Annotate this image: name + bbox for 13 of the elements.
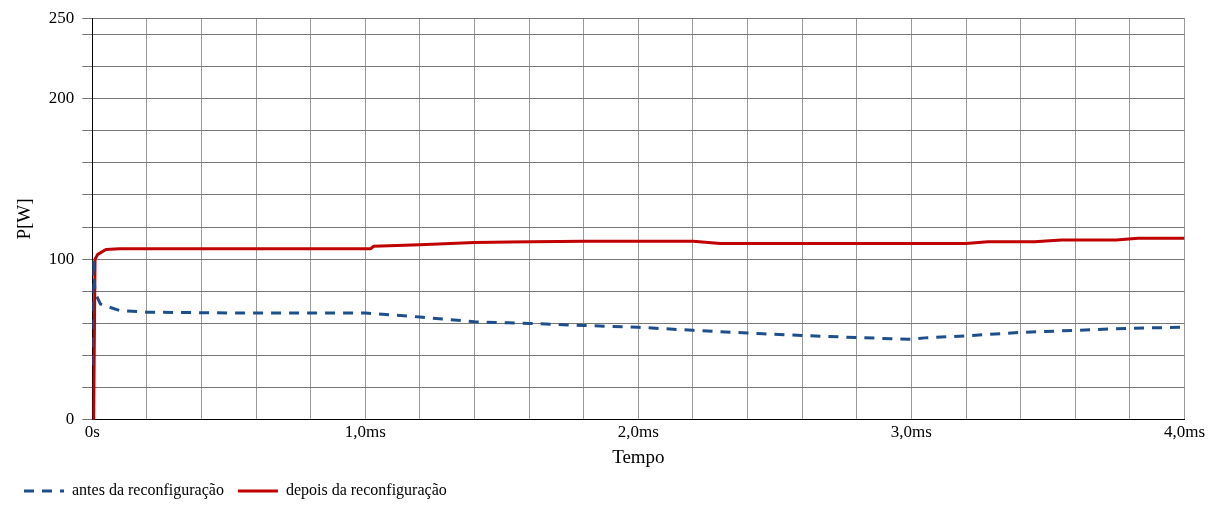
- x-tick-label: 2,0ms: [617, 422, 659, 442]
- y-tick-label: 250: [48, 7, 75, 27]
- x-axis-title: Tempo: [612, 445, 665, 467]
- x-tick-label: 3,0ms: [890, 422, 932, 442]
- legend-label: depois da reconfiguração: [285, 481, 447, 500]
- legend-label: antes da reconfiguração: [72, 481, 224, 500]
- x-tick-label: 1,0ms: [344, 422, 386, 442]
- y-axis-title: P[W]: [13, 198, 35, 240]
- y-tick-label: 0: [65, 409, 75, 429]
- x-tick-label: 4,0ms: [1163, 422, 1205, 442]
- x-tick-label: 0s: [84, 422, 100, 442]
- y-tick-label: 200: [48, 87, 75, 107]
- y-tick-label: 100: [48, 248, 75, 268]
